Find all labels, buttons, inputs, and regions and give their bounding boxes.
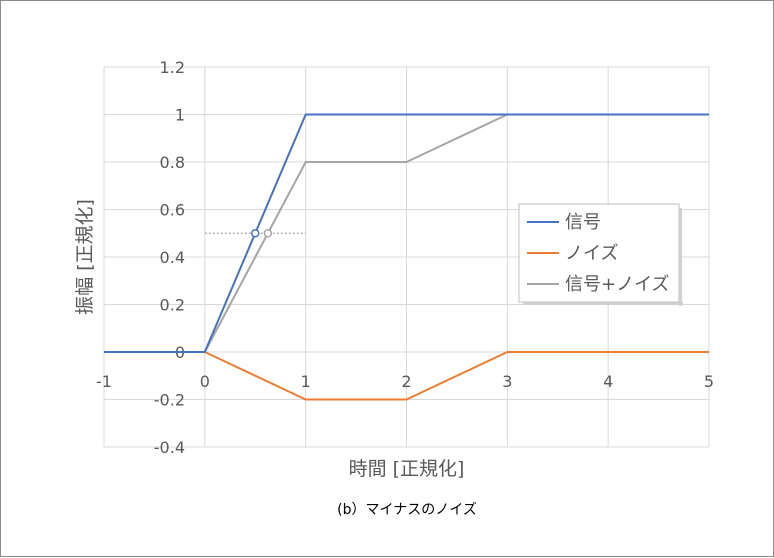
- x-tick-label: 1: [301, 372, 311, 391]
- legend-shadow: [523, 302, 683, 305]
- y-tick-label: 0.8: [160, 153, 185, 172]
- x-axis-title: 時間 [正規化]: [349, 458, 465, 480]
- y-tick-label: 0.6: [160, 201, 185, 220]
- series-line-0: [104, 113, 709, 353]
- x-tick-label: -1: [96, 372, 112, 391]
- y-tick-label: 0.4: [160, 248, 185, 267]
- x-tick-label: 2: [401, 372, 411, 391]
- y-axis-title: 振幅 [正規化]: [74, 199, 96, 315]
- data-point-marker: [251, 229, 260, 238]
- x-tick-label: 0: [200, 372, 210, 391]
- legend-label: 信号: [565, 212, 601, 233]
- data-point-marker: [263, 229, 273, 238]
- y-tick-label: 1.2: [160, 58, 185, 77]
- markers: [251, 229, 273, 238]
- legend-label: 信号+ノイズ: [565, 274, 670, 295]
- figure-caption: (b）マイナスのノイズ: [337, 502, 477, 518]
- legend-shadow: [679, 208, 682, 306]
- legend-label: ノイズ: [565, 243, 618, 264]
- y-tick-label: 0.2: [160, 296, 185, 315]
- y-tick-label: -0.4: [154, 438, 185, 457]
- x-tick-label: 3: [502, 372, 512, 391]
- x-tick-label: 4: [603, 372, 613, 391]
- x-tick-label: 5: [704, 372, 714, 391]
- series-lines: [104, 113, 709, 401]
- y-tick-label: -0.2: [154, 391, 185, 410]
- y-tick-label: 1: [175, 106, 185, 125]
- tick-labels: -1 0 1 2 3 4 51.210.80.60.40.20-0.2-0.4: [96, 58, 714, 457]
